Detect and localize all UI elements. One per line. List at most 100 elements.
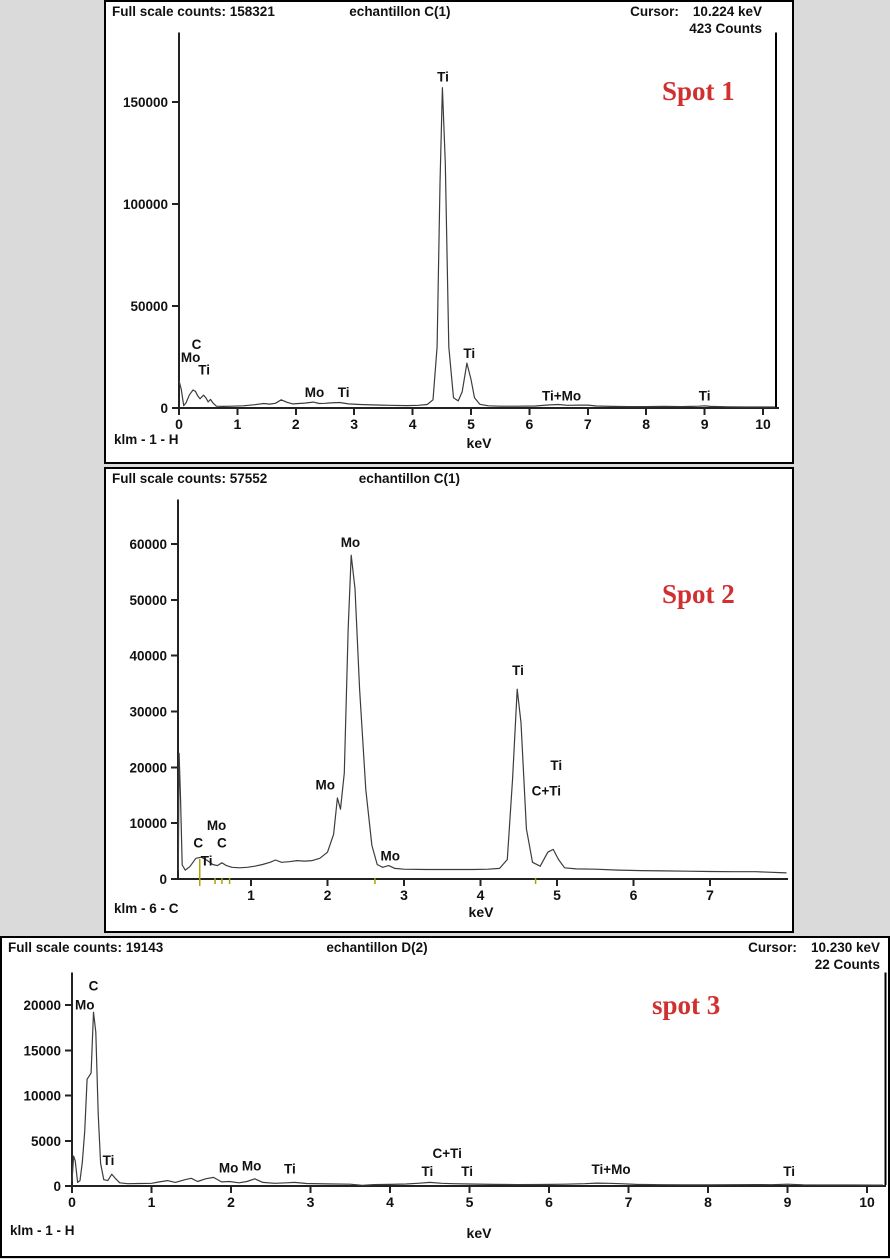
x-tick-label: 1 [234,416,242,432]
x-tick-label: 9 [784,1194,792,1210]
spectrum-curve [178,87,775,408]
sample-name-label: echantillon C(1) [349,4,451,19]
klm-label: klm - 6 - C [114,901,179,916]
peak-label: Mo [305,385,325,400]
peak-label: Ti [201,854,213,869]
x-tick-label: 2 [292,416,300,432]
peak-label: Mo [75,998,95,1013]
peak-label: C [193,836,203,851]
spectrum-curve [177,554,787,874]
peak-label: C [89,979,99,994]
panel-header: Full scale counts: 19143 echantillon D(2… [8,940,884,973]
x-tick-label: 0 [175,416,183,432]
peak-label: C+Ti [532,783,561,798]
panel-header: Full scale counts: 158321 echantillon C(… [112,4,788,37]
x-tick-label: 5 [466,1194,474,1210]
x-tick-label: 4 [386,1194,394,1210]
x-tick-label: 2 [324,887,332,903]
y-tick-label: 0 [53,1179,61,1194]
y-tick-label: 20000 [129,760,167,775]
cursor-kev-value: 10.230 keV [810,940,880,955]
x-tick-label: 4 [477,887,485,903]
klm-label: klm - 1 - H [10,1223,75,1238]
peak-label: Ti+Mo [542,389,581,404]
x-tick-label: 7 [706,887,714,903]
cursor-counts-value: 423 Counts [689,21,762,36]
peak-label: Ti [699,389,711,404]
full-scale-counts-label: Full scale counts: 57552 [112,471,268,486]
y-tick-label: 60000 [129,537,167,552]
spectrum-panel-spot1: 0 50000 100000 150000 0 1 2 3 4 5 6 7 8 9 10 C Mo Ti Mo Ti T… [104,0,794,464]
peak-label: Mo [181,350,201,365]
peak-label: Ti [550,758,562,773]
y-tick-label: 30000 [129,705,167,720]
klm-label: klm - 1 - H [114,432,179,447]
y-tick-label: 40000 [129,649,167,664]
x-tick-label: 5 [553,887,561,903]
cursor-readout: Cursor: 10.230 keV 22 Counts [603,940,884,973]
y-tick-label: 50000 [129,593,167,608]
panel-header: Full scale counts: 57552 echantillon C(1… [112,471,788,488]
spectrum-curve [71,1011,883,1186]
peak-label: C [217,836,227,851]
cursor-counts-value: 22 Counts [814,957,880,972]
peak-label: Mo [207,818,227,833]
peak-label: Ti [512,663,524,678]
y-tick-label: 100000 [123,197,168,212]
peak-label: C [192,337,202,352]
peak-label: Ti [463,346,475,361]
peak-label: Ti [437,70,449,85]
kev-axis-label: keV [466,1225,492,1241]
peak-label: Ti [284,1161,296,1176]
spot-label-3: spot 3 [652,990,721,1020]
x-tick-label: 10 [755,416,771,432]
x-tick-label: 7 [625,1194,633,1210]
x-tick-label: 2 [227,1194,235,1210]
x-tick-label: 3 [307,1194,315,1210]
cursor-label: Cursor: [630,4,679,19]
peak-label: C+Ti [433,1146,462,1161]
peak-label: Ti+Mo [591,1162,630,1177]
peak-label: Mo [315,778,335,793]
peak-label: Mo [219,1160,239,1175]
kev-axis-label: keV [468,904,494,920]
y-tick-label: 20000 [23,998,61,1013]
x-tick-label: 1 [247,887,255,903]
y-tick-label: 0 [159,872,167,887]
spectrum-panel-spot3: 0 5000 10000 15000 20000 0 1 2 3 4 5 6 7 8 9 10 C Mo Ti Mo M… [0,936,890,1258]
sample-name-label: echantillon C(1) [358,471,461,486]
peak-label: Ti [103,1153,115,1168]
cursor-kev-value: 10.224 keV [692,4,762,19]
peak-label: Ti [783,1164,795,1179]
x-tick-label: 10 [859,1194,875,1210]
peak-label: Mo [380,849,400,864]
x-tick-label: 1 [148,1194,156,1210]
peak-label: Ti [461,1164,473,1179]
spot-label-2: Spot 2 [662,579,735,609]
spectrum-panel-spot2: 0 10000 20000 30000 40000 50000 60000 1 2 3 4 5 6 7 C T… [104,467,794,933]
y-tick-label: 150000 [123,95,168,110]
x-tick-label: 5 [467,416,475,432]
x-tick-label: 8 [704,1194,712,1210]
y-tick-label: 5000 [31,1134,61,1149]
full-scale-counts-label: Full scale counts: 158321 [112,4,275,19]
y-tick-label: 15000 [23,1043,61,1058]
cursor-readout: Cursor: 10.224 keV 423 Counts [556,4,788,37]
x-tick-label: 7 [584,416,592,432]
peak-label: Ti [198,362,210,377]
peak-label: Ti [338,385,350,400]
peak-label: Ti [421,1164,433,1179]
peak-label: Mo [341,535,361,550]
spot-label-1: Spot 1 [662,76,735,106]
x-tick-label: 3 [350,416,358,432]
y-tick-label: 0 [160,401,168,416]
peak-label: Mo [242,1159,262,1174]
x-tick-label: 6 [526,416,534,432]
full-scale-counts-label: Full scale counts: 19143 [8,940,164,955]
y-tick-label: 10000 [129,816,167,831]
cursor-label: Cursor: [748,940,797,955]
